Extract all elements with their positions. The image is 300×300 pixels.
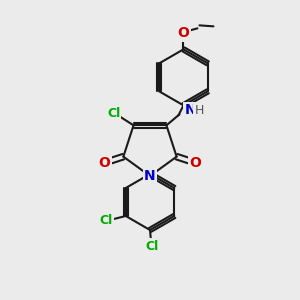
Text: Cl: Cl: [107, 107, 120, 120]
Text: Cl: Cl: [146, 239, 159, 253]
Text: O: O: [178, 26, 189, 40]
Text: O: O: [98, 156, 110, 170]
Text: N: N: [144, 169, 156, 183]
Text: N: N: [184, 103, 196, 117]
Text: Cl: Cl: [99, 214, 112, 227]
Text: H: H: [194, 104, 204, 117]
Text: O: O: [190, 156, 202, 170]
